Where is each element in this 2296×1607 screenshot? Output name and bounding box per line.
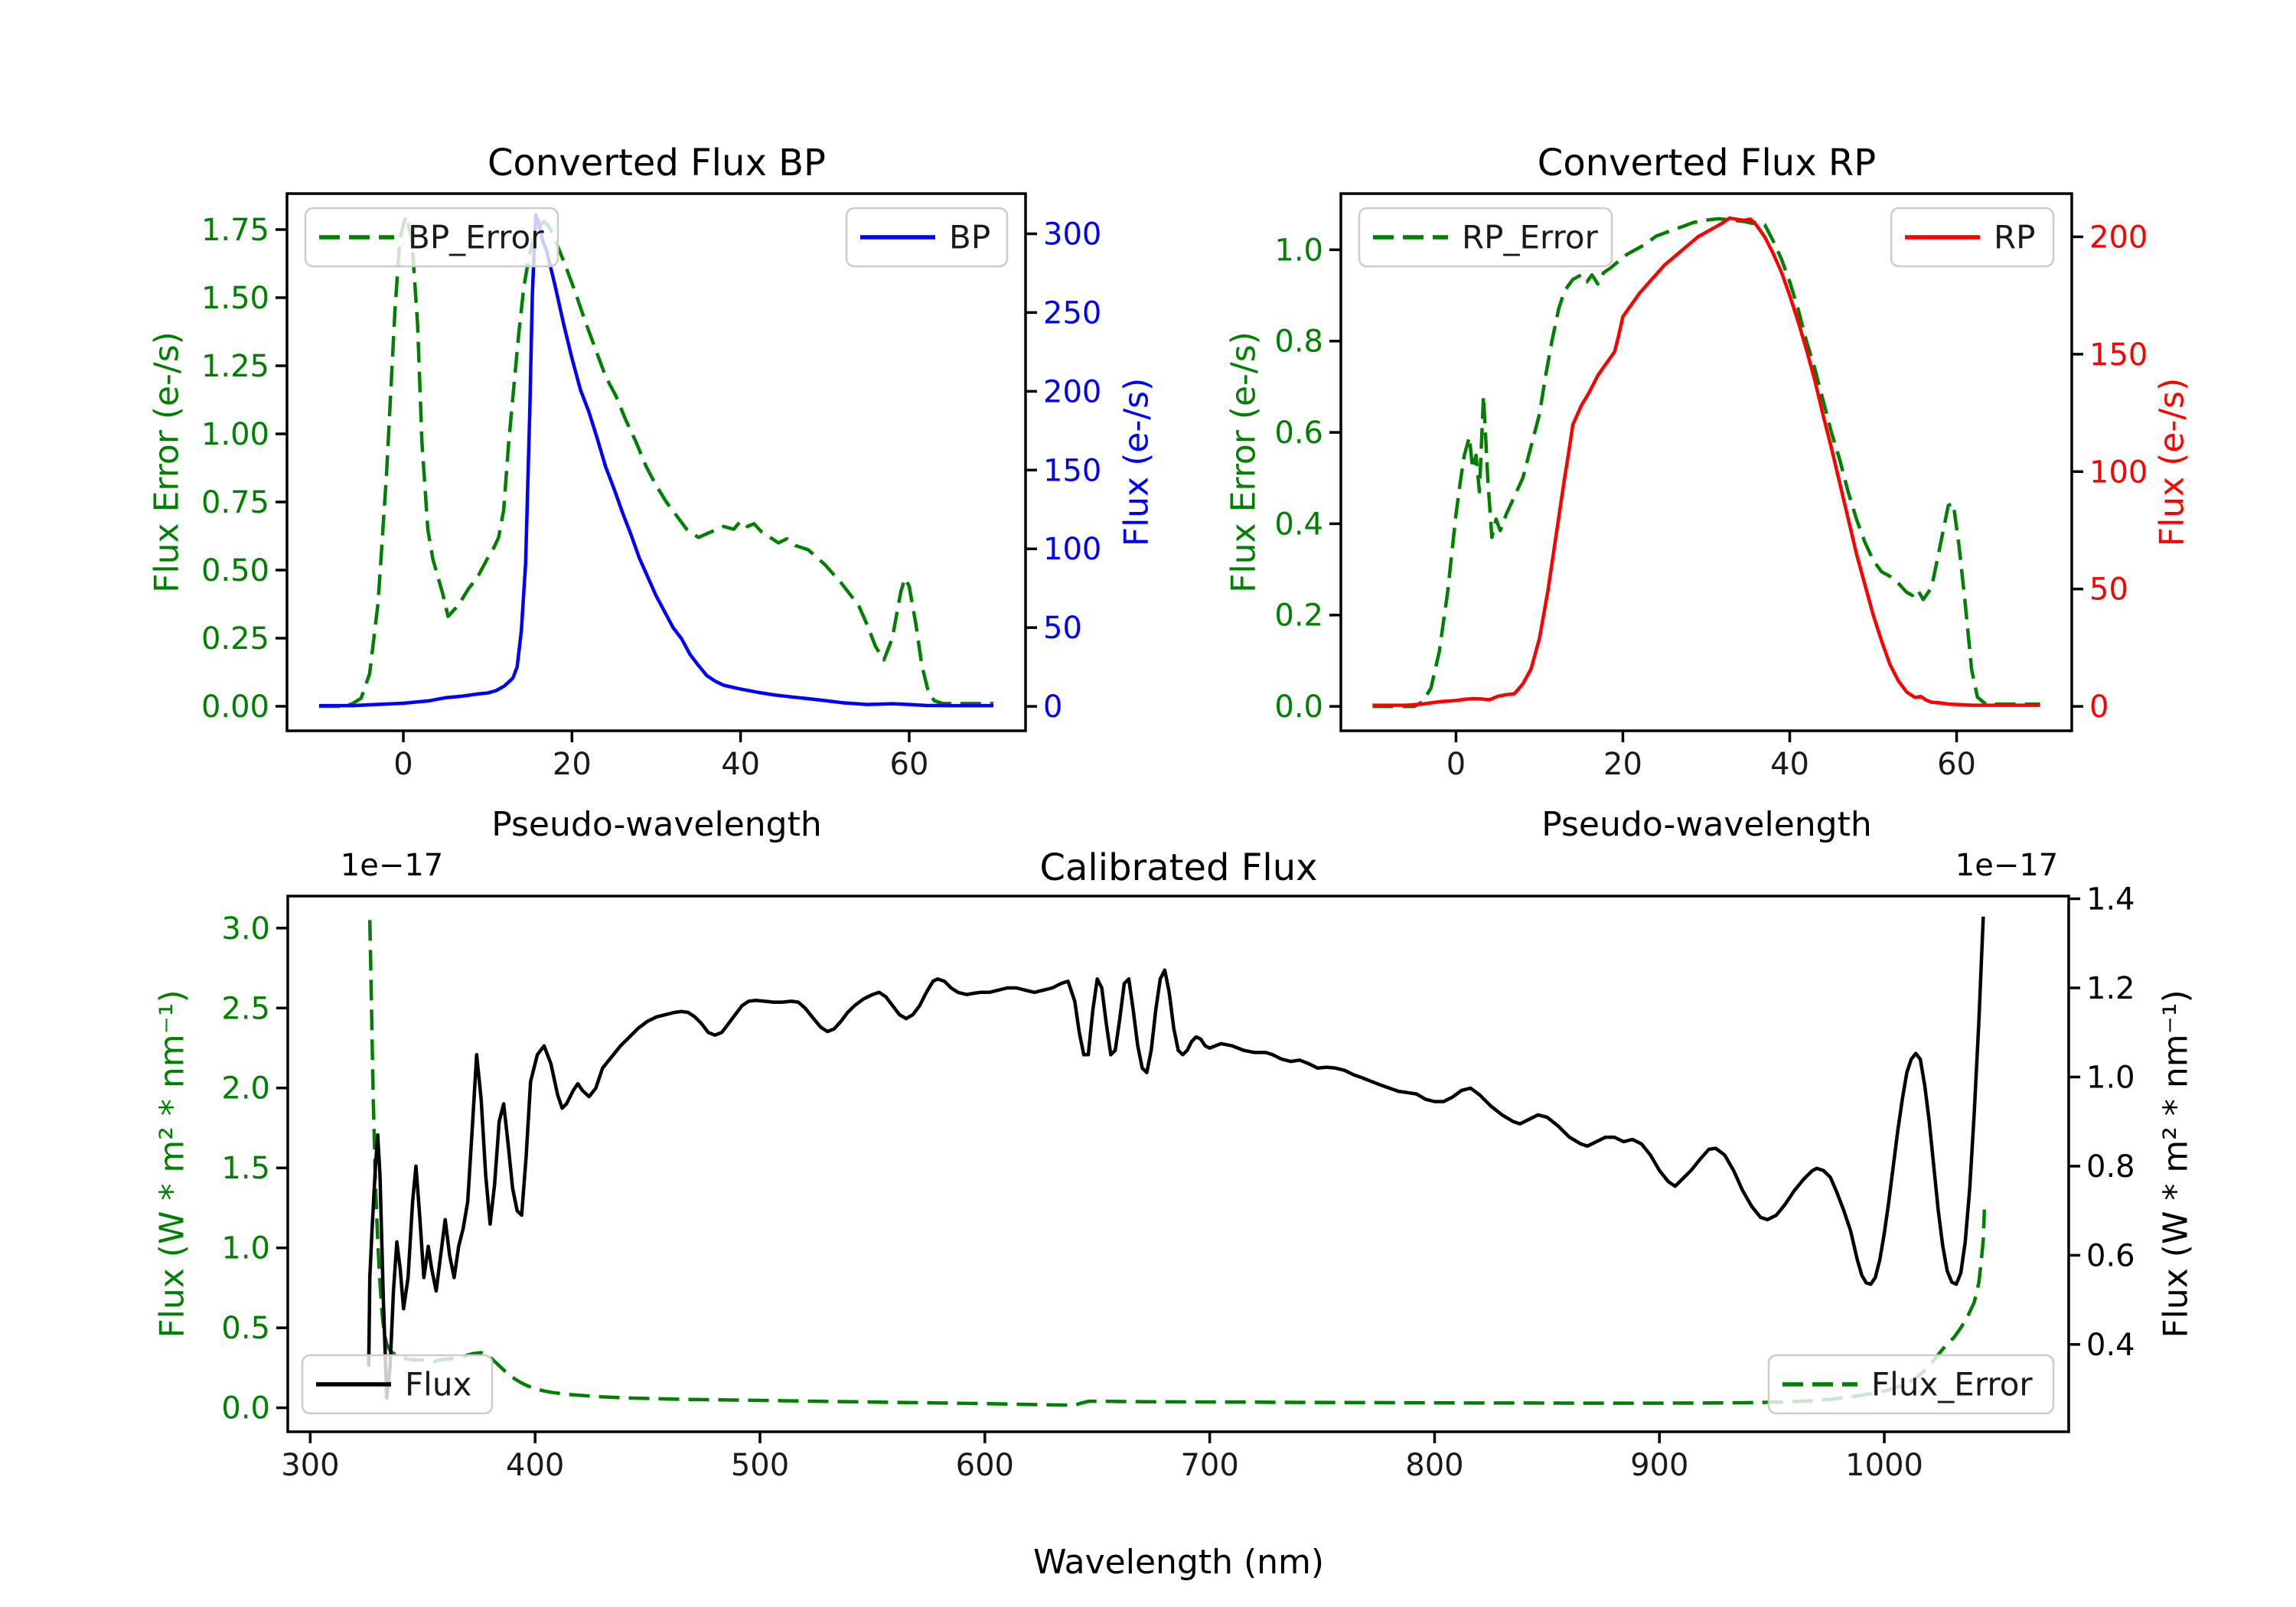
left-y-tick-label: 2.5	[221, 991, 270, 1026]
legend-label: BP	[949, 219, 990, 256]
chart-calibrated-xlabel: Wavelength (nm)	[1032, 1543, 1325, 1582]
legend-label: BP_Error	[408, 219, 544, 256]
left-y-tick-label: 0.8	[1274, 324, 1323, 360]
right-y-tick-label: 0	[1043, 689, 1062, 725]
x-tick-label: 20	[1603, 747, 1642, 782]
legend-label: Flux_Error	[1871, 1366, 2033, 1403]
right-y-tick-label: 200	[2089, 220, 2148, 255]
left-y-tick-label: 1.0	[221, 1231, 270, 1266]
x-tick-label: 900	[1630, 1448, 1688, 1483]
x-tick-label: 40	[1770, 747, 1809, 782]
right-y-tick-label: 250	[1043, 295, 1101, 331]
right-y-tick-label: 0	[2089, 689, 2108, 725]
x-tick-label: 600	[956, 1448, 1014, 1483]
left-y-tick-label: 1.0	[1274, 233, 1323, 268]
left-y-tick-label: 0.25	[201, 621, 269, 657]
legend-box-bp	[845, 207, 1009, 268]
right-y-tick-label: 200	[1043, 374, 1101, 409]
legend-label: RP_Error	[1462, 219, 1599, 256]
axes-spines	[286, 895, 2070, 1433]
right-y-tick-label: 0.6	[2086, 1238, 2135, 1273]
x-tick-label: 0	[1446, 747, 1466, 782]
series-rp-line	[1372, 216, 2040, 707]
x-tick-label: 40	[721, 747, 760, 782]
x-tick-label: 400	[506, 1448, 564, 1483]
right-y-tick-label: 300	[1043, 217, 1101, 252]
left-y-tick-label: 3.0	[221, 911, 270, 947]
x-tick-label: 60	[890, 747, 929, 782]
x-tick-label: 500	[731, 1448, 789, 1483]
legend-label: RP	[1994, 219, 2036, 256]
right-y-tick-label: 150	[2089, 337, 2148, 373]
chart-calibrated-right-ylabel: Flux (W * m² * nm⁻¹)	[2156, 989, 2196, 1338]
chart-bp-xlabel: Pseudo-wavelength	[491, 805, 822, 844]
chart-bp-left-ylabel: Flux Error (e-/s)	[147, 331, 187, 593]
legend-label: Flux	[405, 1366, 471, 1403]
right-y-tick-label: 1.2	[2086, 971, 2135, 1006]
legend-box-bp_error	[304, 207, 559, 268]
series-rp_error-line	[1372, 217, 2040, 709]
left-y-tick-label: 0.0	[1274, 689, 1323, 725]
right-y-tick-label: 100	[2089, 455, 2148, 490]
chart-rp-right-ylabel: Flux (e-/s)	[2152, 377, 2192, 547]
left-y-tick-label: 0.0	[221, 1391, 270, 1426]
x-tick-label: 300	[281, 1448, 339, 1483]
series-bp-line	[318, 213, 994, 708]
right-y-tick-label: 50	[1043, 611, 1082, 646]
series-flux_error-line	[367, 920, 1987, 1407]
right-y-tick-label: 50	[2089, 572, 2128, 608]
right-y-tick-label: 0.4	[2086, 1328, 2135, 1363]
legend-box-flux_error	[1767, 1354, 2055, 1415]
series-flux-line	[367, 916, 1985, 1400]
left-y-tick-label: 0.2	[1274, 598, 1323, 634]
chart-bp-title: Converted Flux BP	[488, 142, 826, 184]
chart-rp-title: Converted Flux RP	[1537, 142, 1877, 184]
right-axis-offset-text: 1e−17	[1955, 848, 2059, 883]
right-y-tick-label: 100	[1043, 532, 1101, 567]
x-tick-label: 800	[1405, 1448, 1463, 1483]
left-y-tick-label: 1.25	[201, 349, 269, 384]
left-y-tick-label: 0.75	[201, 485, 269, 520]
left-y-tick-label: 0.5	[221, 1311, 270, 1346]
axes-spines	[1339, 192, 2073, 732]
right-y-tick-label: 1.4	[2086, 882, 2135, 917]
left-y-tick-label: 2.0	[221, 1071, 270, 1107]
right-y-tick-label: 1.0	[2086, 1060, 2135, 1095]
chart-calibrated-title: Calibrated Flux	[1039, 846, 1318, 889]
legend-box-rp	[1890, 207, 2055, 268]
left-y-tick-label: 1.75	[201, 213, 269, 248]
right-y-tick-label: 0.8	[2086, 1149, 2135, 1185]
series-bp_error-line	[318, 214, 994, 709]
left-y-tick-label: 0.50	[201, 553, 269, 588]
x-tick-label: 700	[1180, 1448, 1238, 1483]
left-y-tick-label: 1.00	[201, 417, 269, 452]
chart-rp-xlabel: Pseudo-wavelength	[1541, 805, 1872, 844]
legend-box-rp_error	[1358, 207, 1613, 268]
axes-spines	[285, 192, 1027, 732]
x-tick-label: 0	[393, 747, 413, 782]
chart-rp-left-ylabel: Flux Error (e-/s)	[1224, 331, 1264, 593]
chart-bp-right-ylabel: Flux (e-/s)	[1117, 377, 1156, 547]
left-y-tick-label: 1.5	[221, 1151, 270, 1186]
x-tick-label: 1000	[1845, 1448, 1923, 1483]
left-y-tick-label: 0.6	[1274, 416, 1323, 451]
left-y-tick-label: 0.00	[201, 689, 269, 725]
right-y-tick-label: 150	[1043, 453, 1101, 488]
left-axis-offset-text: 1e−17	[340, 848, 444, 883]
x-tick-label: 20	[553, 747, 592, 782]
left-y-tick-label: 0.4	[1274, 507, 1323, 542]
x-tick-label: 60	[1937, 747, 1976, 782]
legend-box-flux	[301, 1354, 494, 1415]
chart-calibrated-left-ylabel: Flux (W * m² * nm⁻¹)	[152, 989, 192, 1338]
left-y-tick-label: 1.50	[201, 281, 269, 316]
